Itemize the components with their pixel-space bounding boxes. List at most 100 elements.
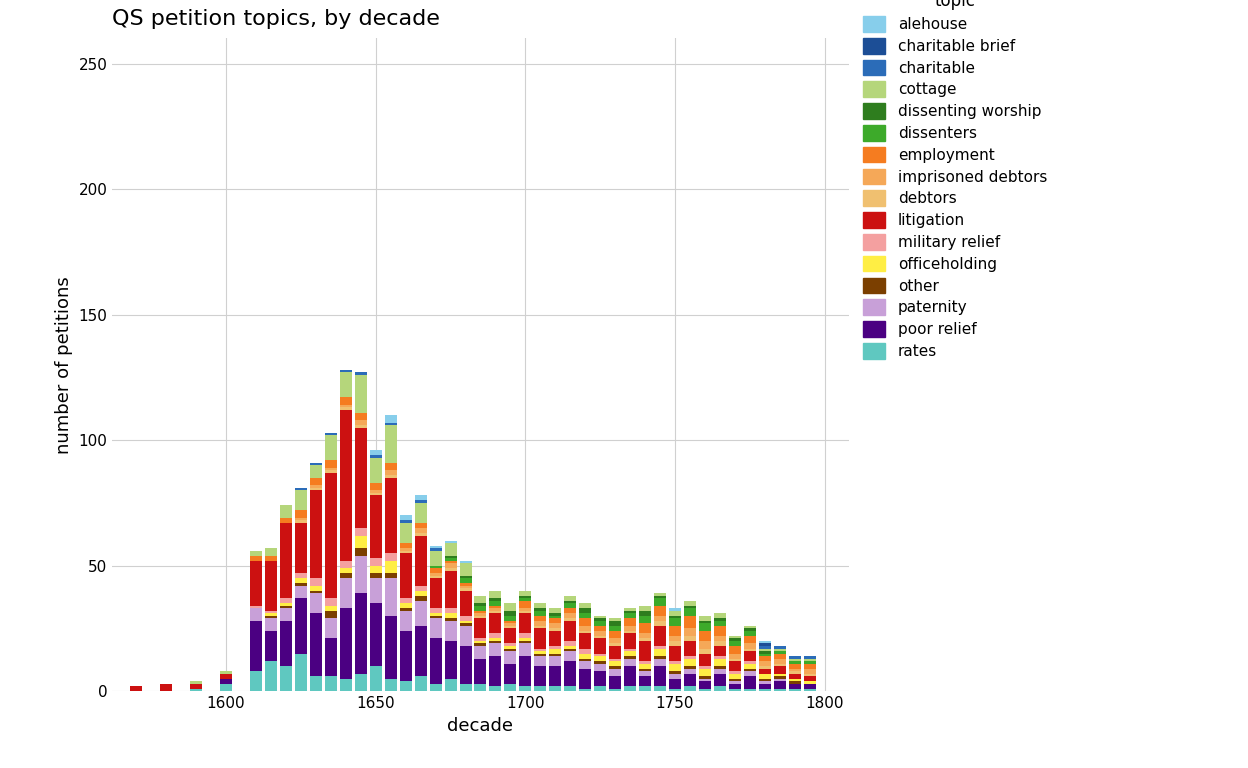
Bar	[639, 676, 651, 686]
Bar	[609, 669, 622, 676]
Bar	[744, 628, 756, 631]
Bar	[609, 621, 622, 626]
Bar	[280, 518, 292, 523]
Bar	[265, 555, 277, 561]
Bar	[295, 573, 307, 578]
Bar	[414, 533, 427, 535]
Bar	[744, 676, 756, 689]
Bar	[459, 563, 472, 576]
Bar	[474, 596, 487, 604]
Bar	[474, 638, 487, 641]
Bar	[369, 455, 382, 458]
Bar	[459, 626, 472, 646]
Bar	[414, 495, 427, 501]
Bar	[220, 674, 232, 679]
Bar	[624, 618, 636, 626]
Bar	[534, 656, 547, 666]
Bar	[339, 608, 352, 679]
Bar	[280, 523, 292, 598]
Bar	[310, 490, 322, 578]
Bar	[519, 601, 532, 608]
Bar	[549, 628, 562, 631]
Bar	[639, 624, 651, 634]
Bar	[699, 679, 711, 681]
Bar	[744, 636, 756, 644]
Bar	[429, 618, 442, 638]
Bar	[354, 428, 367, 528]
Bar	[295, 511, 307, 518]
Bar	[684, 601, 696, 606]
Bar	[295, 598, 307, 654]
Bar	[310, 586, 322, 591]
Bar	[339, 561, 352, 568]
Bar	[744, 661, 756, 664]
Bar	[789, 674, 801, 679]
Bar	[609, 666, 622, 669]
Bar	[519, 598, 532, 601]
Bar	[549, 656, 562, 666]
Bar	[459, 616, 472, 621]
Bar	[444, 543, 457, 555]
Bar	[729, 674, 741, 679]
Bar	[714, 626, 726, 636]
Bar	[714, 669, 726, 674]
Bar	[729, 636, 741, 638]
Bar	[444, 641, 457, 679]
Bar	[744, 651, 756, 661]
Bar	[744, 689, 756, 691]
Bar	[729, 654, 741, 659]
Bar	[459, 583, 472, 586]
Bar	[594, 631, 607, 636]
Bar	[579, 659, 592, 661]
Bar	[564, 651, 577, 661]
Bar	[399, 631, 412, 681]
Bar	[594, 654, 607, 656]
Bar	[399, 608, 412, 611]
Bar	[280, 608, 292, 621]
Bar	[699, 654, 711, 666]
Bar	[759, 674, 771, 679]
Bar	[654, 594, 666, 596]
Bar	[429, 614, 442, 616]
Bar	[414, 591, 427, 596]
Bar	[549, 608, 562, 614]
Bar	[339, 573, 352, 578]
Bar	[504, 626, 517, 628]
Bar	[190, 681, 202, 684]
Bar	[354, 420, 367, 425]
Bar	[399, 543, 412, 548]
Bar	[324, 606, 337, 611]
Bar	[474, 618, 487, 638]
Bar	[489, 598, 502, 601]
Bar	[414, 501, 427, 503]
Bar	[369, 666, 382, 691]
Bar	[759, 656, 771, 661]
Bar	[774, 659, 786, 664]
Bar	[729, 689, 741, 691]
Bar	[250, 555, 262, 561]
Bar	[459, 561, 472, 563]
Bar	[654, 621, 666, 626]
Bar	[474, 646, 487, 659]
Bar	[534, 608, 547, 611]
Bar	[324, 618, 337, 638]
Bar	[414, 523, 427, 528]
Bar	[549, 624, 562, 628]
Bar	[729, 646, 741, 654]
Bar	[654, 626, 666, 646]
Bar	[489, 634, 502, 638]
Bar	[654, 596, 666, 598]
Bar	[220, 671, 232, 674]
Bar	[759, 689, 771, 691]
Bar	[324, 598, 337, 606]
Bar	[280, 666, 292, 691]
Bar	[669, 664, 681, 671]
Bar	[684, 656, 696, 659]
Bar	[280, 505, 292, 518]
Bar	[729, 638, 741, 641]
Bar	[714, 636, 726, 641]
Bar	[474, 684, 487, 691]
Bar	[549, 616, 562, 618]
Bar	[489, 591, 502, 598]
Bar	[519, 634, 532, 638]
